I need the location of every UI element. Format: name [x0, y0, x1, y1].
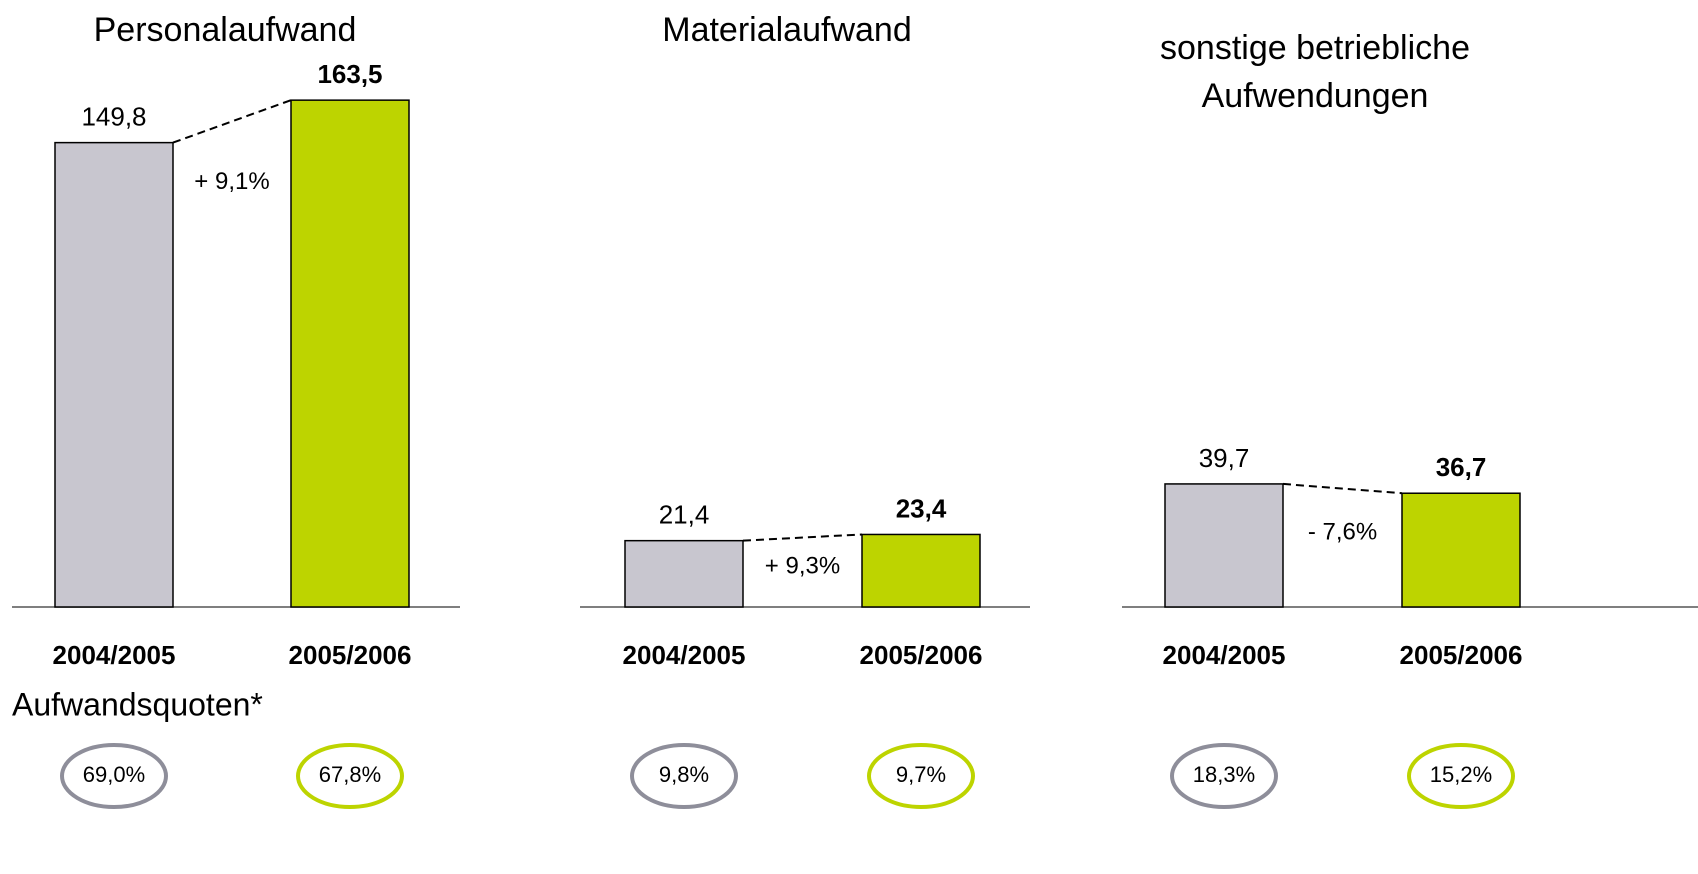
quote-label: 9,8%: [659, 762, 709, 787]
bar: [861, 533, 981, 608]
value-label: 36,7: [1436, 452, 1487, 482]
quotes-title: Aufwandsquoten*: [12, 686, 263, 722]
value-label: 163,5: [317, 59, 382, 89]
chart-title: sonstige betriebliche Aufwendungen: [1160, 29, 1470, 115]
quote-circle: [296, 743, 404, 809]
x-tick-label: 2004/2005: [623, 640, 746, 670]
value-label: 149,8: [81, 101, 146, 131]
x-tick-label: 2004/2005: [53, 640, 176, 670]
x-tick-label: 2004/2005: [1163, 640, 1286, 670]
quote-label: 69,0%: [83, 762, 145, 787]
x-tick-label: 2005/2006: [860, 640, 983, 670]
value-label: 39,7: [1199, 443, 1250, 473]
quote-label: 15,2%: [1430, 762, 1492, 787]
connector: [172, 99, 292, 144]
change-label: - 7,6%: [1308, 519, 1377, 546]
quote-circle: [1407, 743, 1515, 809]
change-label: + 9,3%: [765, 552, 840, 579]
bar: [54, 141, 174, 608]
connector: [742, 533, 863, 542]
bar: [624, 539, 744, 608]
bar: [1401, 492, 1521, 608]
change-label: + 9,1%: [194, 168, 269, 195]
connector: [1282, 482, 1403, 495]
quote-circle: [867, 743, 975, 809]
quote-label: 18,3%: [1193, 762, 1255, 787]
quote-circle: [60, 743, 168, 809]
quote-circle: [1170, 743, 1278, 809]
quote-label: 67,8%: [319, 762, 381, 787]
value-label: 23,4: [896, 493, 947, 523]
x-tick-label: 2005/2006: [1400, 640, 1523, 670]
bar: [290, 99, 410, 608]
chart-title: Personalaufwand: [93, 11, 357, 49]
quote-circle: [630, 743, 738, 809]
bar: [1164, 483, 1284, 608]
quote-label: 9,7%: [896, 762, 946, 787]
chart-title: Materialaufwand: [662, 11, 912, 49]
value-label: 21,4: [659, 500, 710, 530]
x-tick-label: 2005/2006: [289, 640, 412, 670]
